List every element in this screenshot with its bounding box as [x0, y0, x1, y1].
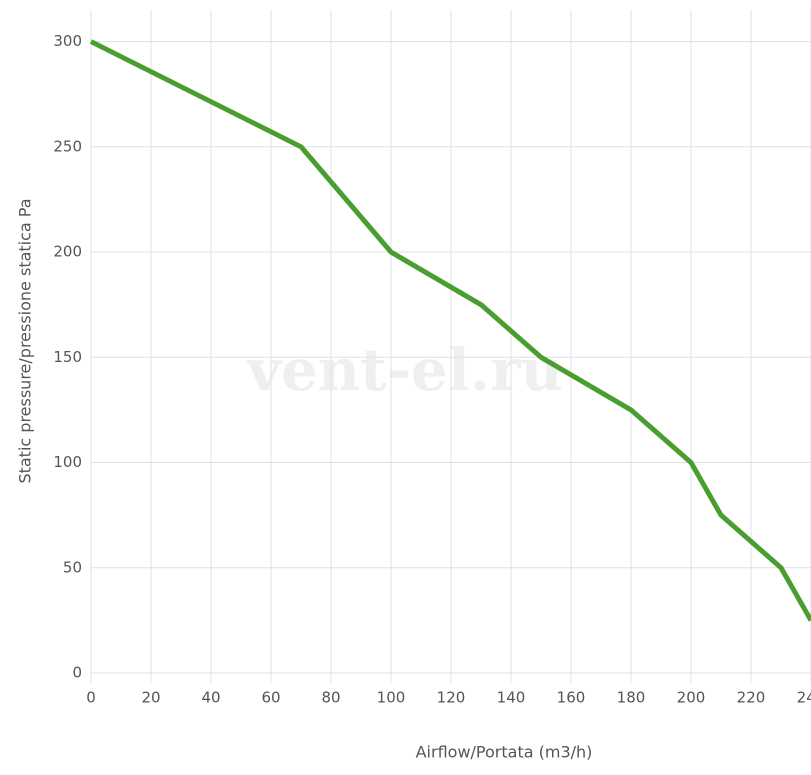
y-tick-label: 250	[53, 137, 82, 155]
x-tick-label: 60	[261, 689, 280, 707]
x-tick-label: 100	[377, 689, 406, 707]
x-tick-label: 20	[141, 689, 160, 707]
x-tick-label: 180	[617, 689, 646, 707]
watermark: vent-el.ru	[245, 336, 563, 404]
x-tick-label: 0	[86, 689, 96, 707]
y-axis-label: Static pressure/pressione statica Pa	[16, 198, 35, 483]
y-tick-label: 200	[53, 243, 82, 261]
x-tick-label: 140	[497, 689, 526, 707]
data-line	[89, 39, 811, 622]
y-tick-label: 100	[53, 453, 82, 471]
x-axis-label: Airflow/Portata (m3/h)	[416, 743, 593, 762]
y-tick-label: 0	[72, 664, 82, 682]
y-tick-label: 300	[53, 32, 82, 50]
x-tick-label: 80	[321, 689, 340, 707]
y-tick-label: 50	[63, 558, 82, 576]
x-tick-label: 220	[737, 689, 766, 707]
x-tick-label: 120	[437, 689, 466, 707]
x-tick-label: 240	[797, 689, 811, 707]
x-tick-label: 200	[677, 689, 706, 707]
y-tick-label: 150	[53, 348, 82, 366]
x-tick-label: 40	[201, 689, 220, 707]
x-tick-label: 160	[557, 689, 586, 707]
